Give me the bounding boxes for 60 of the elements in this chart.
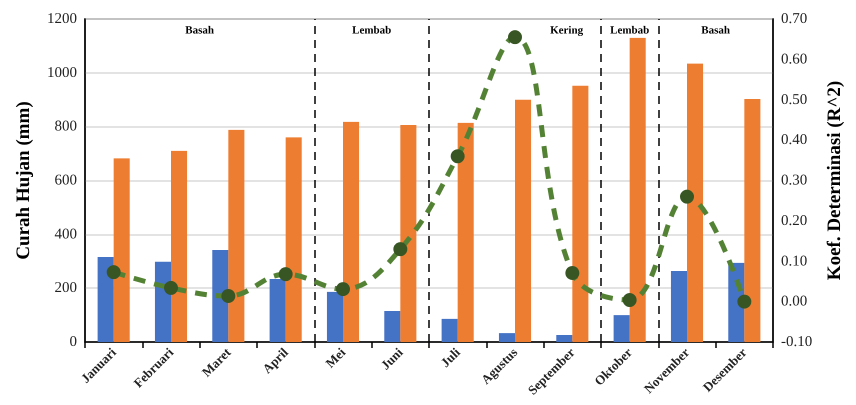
bar <box>442 318 458 342</box>
bar <box>687 64 704 342</box>
annotation: Basah <box>701 24 730 36</box>
bar <box>744 98 760 342</box>
y2-tick-label: 0.00 <box>781 294 808 310</box>
annotation: Kering <box>550 24 584 36</box>
y-tick-label: 400 <box>54 226 77 242</box>
y-tick-label: 800 <box>54 118 77 135</box>
y2-axis-title: Koef. Determinasi (R^2) <box>824 80 845 280</box>
y-tick-label: 600 <box>54 172 77 188</box>
bar <box>270 279 286 342</box>
y2-tick-label: 0.60 <box>781 51 808 68</box>
bar <box>98 256 114 342</box>
y2-tick-label: 0.70 <box>781 11 808 27</box>
point <box>164 280 178 295</box>
x-tick-label: Mei <box>322 344 349 371</box>
bar <box>458 122 474 342</box>
point <box>680 190 694 204</box>
bar <box>400 125 416 342</box>
y2-tick-label: 0.50 <box>781 92 808 108</box>
y-tick-label: 0 <box>70 334 77 350</box>
y2-tick-label: 0.20 <box>781 212 808 229</box>
bar <box>670 270 687 342</box>
point <box>565 266 580 280</box>
y2-tick-label: 0.40 <box>781 132 808 148</box>
bar <box>630 38 646 342</box>
y-tick-label: 1200 <box>47 11 77 27</box>
bar <box>572 86 588 342</box>
bar <box>228 130 244 342</box>
bar <box>286 137 302 342</box>
y2-tick-label: -0.10 <box>781 334 812 350</box>
bar <box>384 311 400 342</box>
y-axis-title: Curah Hujan (mm) <box>13 101 34 260</box>
point <box>393 242 408 256</box>
point <box>508 30 522 44</box>
annotation: Lembab <box>352 24 392 36</box>
bar <box>212 250 228 342</box>
point <box>622 293 637 308</box>
point <box>450 149 465 164</box>
point <box>221 288 236 303</box>
point <box>278 267 293 282</box>
y2-tick-label: 0.10 <box>781 253 808 270</box>
annotation: Lembab <box>610 24 650 36</box>
point <box>106 265 121 280</box>
y-tick-label: 200 <box>54 280 77 296</box>
bar <box>114 158 130 342</box>
x-tick-label: Juli <box>438 344 464 370</box>
bar <box>556 335 572 342</box>
annotation: Basah <box>185 24 214 36</box>
y-tick-label: 1000 <box>47 64 77 81</box>
bar <box>614 315 630 342</box>
bar <box>343 122 360 342</box>
bar <box>171 150 188 342</box>
bar <box>154 262 171 342</box>
bar <box>515 100 532 342</box>
bar <box>326 292 343 342</box>
y2-tick-label: 0.30 <box>781 172 808 188</box>
point <box>737 294 752 309</box>
bar <box>498 333 515 342</box>
point <box>336 282 350 296</box>
